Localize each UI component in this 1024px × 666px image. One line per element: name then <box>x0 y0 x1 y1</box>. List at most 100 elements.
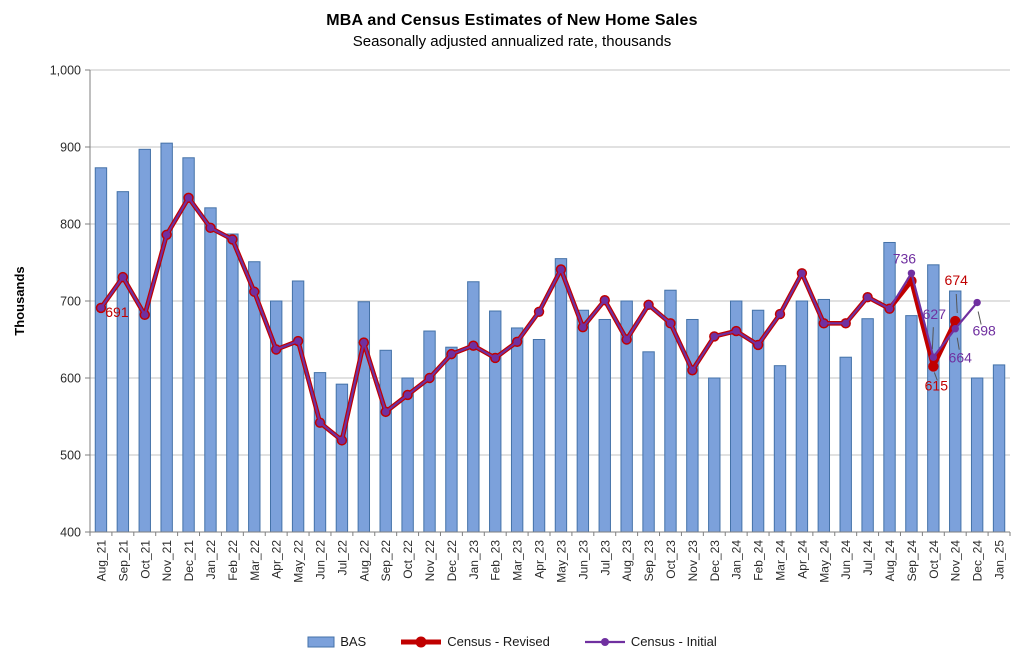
x-tick-label-Oct_22: Oct_22 <box>401 540 415 579</box>
legend-item-census-initial: Census - Initial <box>584 634 717 649</box>
y-tick-label: 900 <box>60 141 81 155</box>
x-tick-label-Feb_23: Feb_23 <box>489 540 503 581</box>
bar-Apr_24 <box>795 300 809 533</box>
point-label-736: 736 <box>893 250 917 266</box>
legend-label: Census - Revised <box>447 634 550 649</box>
x-tick-label-Sep_24: Sep_24 <box>905 540 919 582</box>
bar-Nov_21 <box>160 142 173 533</box>
bar-Sep_24 <box>905 315 918 533</box>
y-tick-label: 1,000 <box>50 64 81 78</box>
x-tick-label-Jul_23: Jul_23 <box>598 540 612 576</box>
axes <box>85 69 1011 536</box>
point-label-698: 698 <box>972 323 996 339</box>
combo-chart: 400 500 600 700 800 900 1,000 Thousands Aug_21 Se… <box>12 64 1011 583</box>
bar-Jan_25 <box>992 364 1006 533</box>
x-tick-label-Apr_22: Apr_22 <box>270 540 284 579</box>
line-marker-swatch-icon <box>401 636 442 647</box>
census-revised-line <box>95 192 961 446</box>
bar-Dec_22 <box>445 346 458 533</box>
x-tick-label-Nov_23: Nov_23 <box>686 540 700 582</box>
x-tick-label-Apr_23: Apr_23 <box>533 540 547 579</box>
bar-Sep_23 <box>642 351 655 533</box>
y-axis-labels: 400 500 600 700 800 900 1,000 <box>50 64 81 540</box>
x-tick-label-Feb_22: Feb_22 <box>226 540 240 581</box>
point-label-674: 674 <box>945 272 969 288</box>
point-label-627: 627 <box>923 306 947 322</box>
x-tick-label-Jan_25: Jan_25 <box>993 540 1007 580</box>
x-tick-label-Dec_22: Dec_22 <box>445 540 459 582</box>
bar-Nov_23 <box>686 318 699 533</box>
bar-Jun_23 <box>576 309 590 533</box>
bar-May_23 <box>554 258 568 533</box>
y-tick-label: 800 <box>60 218 81 232</box>
bar-May_24 <box>817 298 831 533</box>
x-tick-label-Apr_24: Apr_24 <box>795 540 809 579</box>
x-tick-label-Dec_23: Dec_23 <box>708 540 722 582</box>
x-tick-label-May_22: May_22 <box>292 540 306 583</box>
chart-title: MBA and Census Estimates of New Home Sal… <box>326 12 698 29</box>
bar-Jul_23 <box>598 318 611 533</box>
x-tick-label-Feb_24: Feb_24 <box>752 540 766 581</box>
bar-Sep_21 <box>116 191 130 533</box>
x-tick-label-Aug_24: Aug_24 <box>883 540 897 582</box>
x-tick-label-Sep_21: Sep_21 <box>116 540 130 582</box>
bar-Jan_22 <box>204 207 217 533</box>
x-tick-label-Jul_24: Jul_24 <box>861 540 875 576</box>
y-tick-label: 400 <box>60 526 81 540</box>
gridlines <box>90 69 1010 456</box>
bar-Jun_22 <box>313 372 327 533</box>
x-axis-labels: Aug_21 Sep_21 Oct_21 Nov_21 Dec_21 Jan_22 Feb_… <box>94 540 1006 583</box>
x-tick-label-May_23: May_23 <box>554 540 568 583</box>
x-tick-label-Dec_21: Dec_21 <box>182 540 196 582</box>
bar-Sep_22 <box>379 349 392 533</box>
y-axis-title: Thousands <box>12 266 27 335</box>
legend-item-bas: BAS <box>307 634 366 649</box>
bar-Apr_23 <box>532 339 546 533</box>
point-labels: 691 736 627 615 674 664 698 <box>105 250 996 393</box>
bar-Aug_24 <box>883 241 896 533</box>
x-tick-label-Aug_21: Aug_21 <box>94 540 108 582</box>
x-tick-label-Nov_22: Nov_22 <box>423 540 437 582</box>
y-tick-label: 700 <box>60 295 81 309</box>
bar-Dec_23 <box>708 377 721 533</box>
y-tick-label: 500 <box>60 449 81 463</box>
x-tick-label-Jan_22: Jan_22 <box>204 540 218 580</box>
bar-Mar_24 <box>773 365 787 533</box>
x-tick-label-Oct_24: Oct_24 <box>927 540 941 579</box>
bar-Dec_21 <box>182 157 195 533</box>
x-tick-label-Jul_22: Jul_22 <box>335 540 349 576</box>
bar-Oct_22 <box>401 377 414 533</box>
bar-May_22 <box>291 280 305 533</box>
bar-Aug_21 <box>94 167 108 533</box>
bas-bars <box>94 142 1006 533</box>
x-tick-label-Oct_23: Oct_23 <box>664 540 678 579</box>
x-tick-label-Jun_23: Jun_23 <box>576 540 590 580</box>
chart-subtitle: Seasonally adjusted annualized rate, tho… <box>352 33 672 50</box>
bar-Oct_24 <box>927 264 940 533</box>
bar-Feb_23 <box>489 310 502 533</box>
legend-label: Census - Initial <box>630 634 717 649</box>
x-tick-label-Mar_23: Mar_23 <box>511 540 525 581</box>
x-tick-label-Aug_23: Aug_23 <box>620 540 634 582</box>
point-label-691: 691 <box>105 304 129 320</box>
x-tick-label-Jun_22: Jun_22 <box>314 540 328 580</box>
bar-Oct_21 <box>138 148 151 533</box>
x-tick-label-Nov_21: Nov_21 <box>160 540 174 582</box>
legend-item-census-revised: Census - Revised <box>400 634 550 649</box>
x-tick-label-Aug_22: Aug_22 <box>357 540 371 582</box>
x-tick-label-Sep_23: Sep_23 <box>642 540 656 582</box>
x-tick-label-Jan_24: Jan_24 <box>730 540 744 580</box>
chart-legend: BAS Census - Revised Census - Initial <box>0 634 1024 649</box>
x-tick-label-Nov_24: Nov_24 <box>949 540 963 582</box>
bar-Jan_23 <box>467 281 480 533</box>
x-tick-label-Jan_23: Jan_23 <box>467 540 481 580</box>
point-label-664: 664 <box>949 350 973 366</box>
bar-Nov_22 <box>423 330 436 533</box>
legend-label: BAS <box>340 634 367 649</box>
y-tick-label: 600 <box>60 372 81 386</box>
x-tick-label-Jun_24: Jun_24 <box>839 540 853 580</box>
x-tick-label-Mar_24: Mar_24 <box>774 540 788 581</box>
bar-Jun_24 <box>839 356 852 533</box>
bar-Dec_24 <box>970 377 984 533</box>
